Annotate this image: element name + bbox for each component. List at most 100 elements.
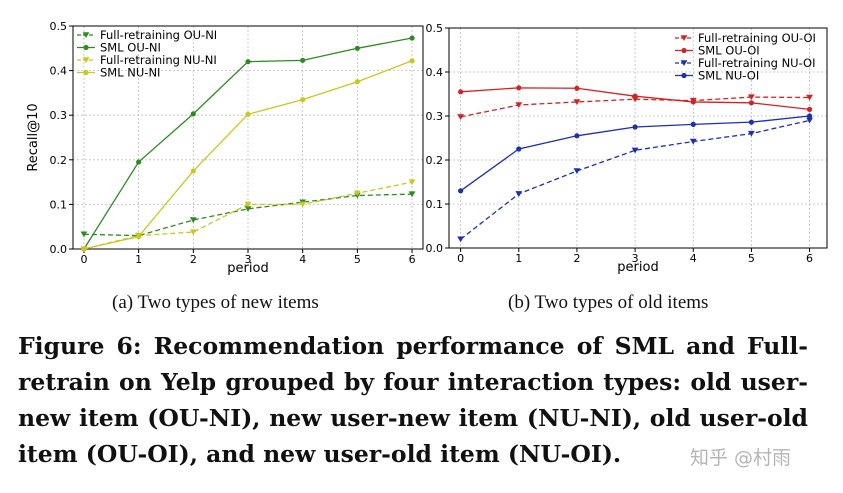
chart-a-series-3-point-0 — [81, 246, 87, 252]
chart-b-series-3-point-1 — [516, 146, 522, 152]
chart-a-legend-label-3: SML NU-NI — [100, 66, 160, 80]
chart-b-legend-label-2: Full-retraining NU-OI — [698, 56, 816, 70]
chart-b-frame — [448, 27, 828, 249]
chart-b-legend-label-1: SML OU-OI — [698, 44, 760, 58]
chart-b-svg: 01234560.00.10.20.30.40.5periodRecall@10… — [402, 22, 828, 275]
chart-b-series-1-point-3 — [632, 93, 638, 99]
chart-b-xtick-label-3: 3 — [632, 252, 639, 265]
chart-a-series-1-point-2 — [190, 111, 196, 117]
chart-a-series-3 — [81, 58, 415, 252]
chart-b-xtick-label-1: 1 — [515, 252, 522, 265]
chart-b-xtick-label-0: 0 — [457, 252, 464, 265]
chart-a-ytick-label-5: 0.5 — [50, 20, 68, 33]
chart-a-series-1-point-3 — [245, 59, 251, 65]
chart-b-series-3-point-4 — [690, 121, 696, 127]
chart-a-legend-marker-2 — [82, 57, 90, 64]
chart-b-ytick-label-3: 0.3 — [426, 110, 444, 123]
chart-b-series-1-point-4 — [690, 99, 696, 105]
chart-b-series-2-point-1 — [515, 191, 523, 197]
chart-a-legend-label-0: Full-retraining OU-NI — [100, 28, 217, 42]
chart-a-ytick-label-3: 0.3 — [50, 109, 68, 122]
chart-b-series-3-point-2 — [574, 133, 580, 139]
chart-a-series-2-point-6 — [408, 179, 416, 186]
chart-a-series-3-point-4 — [300, 96, 306, 103]
chart-a-xtick-label-2: 2 — [190, 253, 197, 266]
chart-a-legend-marker-1 — [83, 44, 89, 51]
chart-a-xtick-label-3: 3 — [245, 253, 252, 266]
chart-a-series-0-point-6 — [408, 191, 416, 198]
chart-b-series-2-point-4 — [689, 138, 697, 145]
chart-a-xtick-label-0: 0 — [80, 253, 87, 266]
chart-b-xtick-label-6: 6 — [806, 252, 813, 265]
chart-b-series-2-point-3 — [631, 147, 639, 154]
chart-b-ytick-label-1: 0.1 — [426, 198, 444, 211]
chart-b-series-1 — [458, 85, 813, 112]
chart-a-legend-label-2: Full-retraining NU-NI — [100, 53, 217, 67]
chart-a-ylabel: Recall@10 — [26, 103, 41, 171]
chart-a-series-3-point-6 — [409, 58, 415, 64]
chart-b-series-1-point-1 — [516, 85, 522, 91]
chart-a-series-3-point-3 — [245, 111, 251, 117]
chart-b-ytick-label-4: 0.4 — [426, 66, 444, 79]
chart-a-ytick-label-2: 0.2 — [50, 154, 68, 167]
chart-a-legend-marker-3 — [83, 69, 89, 76]
chart-a-ytick-label-4: 0.4 — [50, 65, 68, 78]
chart-b-ytick-label-0: 0.0 — [426, 242, 444, 255]
chart-b-legend-marker-0 — [680, 35, 688, 42]
chart-a-series-2-point-4 — [299, 201, 307, 208]
chart-b-legend-label-0: Full-retraining OU-OI — [698, 31, 816, 45]
chart-a-xtick-label-6: 6 — [409, 253, 416, 266]
chart-b-legend-marker-3 — [681, 72, 687, 79]
chart-b-series-0-point-1 — [515, 102, 523, 109]
chart-b-series-0-point-2 — [573, 99, 581, 105]
chart-b-series-1-point-0 — [458, 89, 464, 95]
chart-b-series-1-point-5 — [748, 100, 754, 106]
chart-a-ytick-label-0: 0.0 — [50, 243, 68, 256]
chart-b-ytick-label-2: 0.2 — [426, 154, 444, 167]
chart-a-xlabel: period — [227, 261, 268, 276]
chart-b-series-2-point-6 — [806, 117, 813, 124]
chart-a-series-1-point-5 — [354, 45, 360, 51]
chart-a-ytick-label-1: 0.1 — [50, 198, 68, 211]
chart-panel-a: 0 1 2 3 4 5 6 0.0 0.1 0.2 0.3 0.4 0.5 period Recall@10… — [0, 0, 440, 290]
chart-b-series-1-point-6 — [806, 106, 813, 112]
chart-a-xtick-label-5: 5 — [354, 253, 361, 266]
chart-b-series-3-point-3 — [632, 124, 638, 130]
chart-a-xtick-label-4: 4 — [299, 253, 306, 266]
chart-a-series-0-point-0 — [80, 231, 88, 238]
chart-a-xtick-label-1: 1 — [135, 253, 142, 266]
chart-b-series-0-point-6 — [806, 94, 813, 101]
chart-a-series-2-point-3 — [244, 201, 252, 208]
chart-b-legend-marker-2 — [680, 60, 688, 67]
chart-a-series-1-point-6 — [409, 35, 415, 41]
chart-b-series-3-point-0 — [458, 188, 464, 194]
chart-a-series-2-point-2 — [189, 229, 197, 236]
chart-a-legend-marker-0 — [82, 32, 90, 39]
chart-a-series-1-point-1 — [136, 159, 142, 165]
chart-b-series-2-point-5 — [748, 130, 755, 137]
watermark: 知乎 @村雨 — [690, 447, 792, 469]
chart-a-legend-label-1: SML OU-NI — [100, 41, 161, 55]
chart-b-series-0-point-5 — [748, 94, 755, 101]
chart-a-series-3-point-5 — [354, 79, 360, 85]
chart-b-xlabel: period — [617, 260, 658, 275]
subcaption-b: (b) Two types of old items — [508, 292, 709, 313]
chart-b-legend-label-3: SML NU-OI — [698, 69, 759, 83]
chart-a-series-3-point-1 — [136, 233, 142, 240]
chart-a-series-1-point-4 — [300, 57, 306, 63]
figure-caption: Figure 6: Recommendation performance of … — [18, 332, 808, 468]
chart-b-series-3-point-5 — [748, 119, 754, 125]
chart-b-xtick-label-4: 4 — [690, 252, 697, 265]
chart-b-series-3-point-6 — [806, 113, 813, 119]
subcaption-a: (a) Two types of new items — [112, 292, 319, 313]
chart-a-series-0-point-2 — [189, 217, 197, 224]
chart-b-series-2-point-2 — [573, 168, 581, 175]
chart-b-legend-marker-1 — [681, 47, 687, 54]
chart-panel-b: 01234560.00.10.20.30.40.5periodRecall@10… — [402, 0, 843, 290]
chart-b-xtick-label-2: 2 — [573, 252, 580, 265]
chart-b-ytick-label-5: 0.5 — [426, 22, 444, 35]
chart-b-series-3 — [458, 113, 813, 194]
chart-a-svg: 0 1 2 3 4 5 6 0.0 0.1 0.2 0.3 0.4 0.5 period Recall@10… — [26, 20, 424, 276]
